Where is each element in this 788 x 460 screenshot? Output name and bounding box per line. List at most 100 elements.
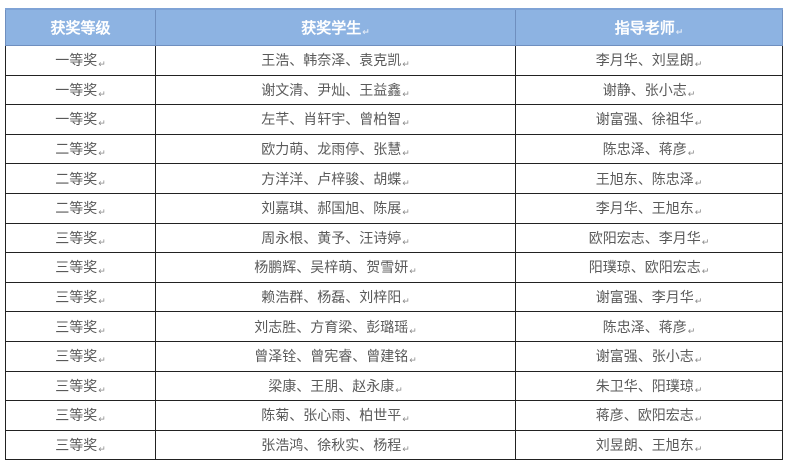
table-row: 二等奖↵ 方洋洋、卢梓骏、胡蝶↵ 王旭东、陈忠泽↵ bbox=[5, 163, 783, 194]
awards-table: 获奖等级 获奖学生↵ 指导老师↵ 一等奖↵ 王浩、韩奈泽、袁克凯↵ 李月华、刘昱朗↵… bbox=[5, 8, 783, 460]
cell-teachers: 李月华、王旭东↵ bbox=[515, 192, 783, 224]
return-mark-icon: ↵ bbox=[98, 178, 106, 189]
cell-teachers: 阳璞琼、欧阳宏志↵ bbox=[515, 252, 783, 283]
cell-text: 谢富强、李月华 bbox=[595, 290, 694, 307]
table-row: 三等奖↵ 曾泽铨、曾宪睿、曾建铭↵ 谢富强、张小志↵ bbox=[5, 340, 783, 372]
cell-students: 刘嘉琪、郝国旭、陈展↵ bbox=[155, 192, 516, 224]
cell-award-level: 三等奖↵ bbox=[5, 311, 156, 342]
cell-teachers: 王旭东、陈忠泽↵ bbox=[515, 163, 783, 194]
return-mark-icon: ↵ bbox=[98, 445, 106, 456]
cell-award-level: 三等奖↵ bbox=[5, 370, 156, 402]
return-mark-icon: ↵ bbox=[98, 237, 106, 248]
return-mark-icon: ↵ bbox=[98, 267, 106, 278]
return-mark-icon: ↵ bbox=[402, 149, 410, 160]
return-mark-icon: ↵ bbox=[701, 237, 710, 248]
return-mark-icon: ↵ bbox=[98, 208, 106, 219]
table-row: 二等奖↵ 欧力萌、龙雨停、张慧↵ 陈忠泽、蒋彦↵ bbox=[5, 133, 783, 165]
cell-text: 二等奖 bbox=[55, 142, 98, 159]
cell-text: 王浩、韩奈泽、袁克凯 bbox=[261, 53, 402, 70]
table-row: 一等奖↵ 谢文清、尹灿、王益鑫↵ 谢静、张小志↵ bbox=[5, 74, 783, 106]
return-mark-icon: ↵ bbox=[687, 89, 696, 100]
return-mark-icon: ↵ bbox=[98, 326, 106, 337]
cell-text: 曾泽铨、曾宪睿、曾建铭 bbox=[254, 349, 409, 366]
return-mark-icon: ↵ bbox=[98, 415, 106, 426]
cell-students: 方洋洋、卢梓骏、胡蝶↵ bbox=[155, 163, 516, 194]
cell-award-level: 三等奖↵ bbox=[5, 281, 156, 313]
cell-award-level: 一等奖↵ bbox=[5, 74, 156, 106]
cell-text: 杨鹏辉、吴梓萌、贺雪妍 bbox=[254, 260, 409, 277]
return-mark-icon: ↵ bbox=[98, 89, 106, 100]
cell-text: 欧力萌、龙雨停、张慧 bbox=[261, 142, 402, 159]
return-mark-icon: ↵ bbox=[402, 89, 410, 100]
return-mark-icon: ↵ bbox=[687, 149, 696, 160]
return-mark-icon: ↵ bbox=[402, 60, 410, 71]
header-award-level: 获奖等级 bbox=[5, 8, 156, 46]
return-mark-icon: ↵ bbox=[694, 445, 703, 456]
cell-teachers: 刘昱朗、王旭东↵ bbox=[515, 429, 783, 460]
cell-text: 谢富强、徐祖华 bbox=[595, 112, 694, 129]
cell-students: 张浩鸿、徐秋实、杨程↵ bbox=[155, 429, 516, 460]
cell-award-level: 三等奖↵ bbox=[5, 429, 156, 460]
cell-text: 方洋洋、卢梓骏、胡蝶 bbox=[261, 171, 402, 188]
cell-teachers: 谢静、张小志↵ bbox=[515, 74, 783, 106]
return-mark-icon: ↵ bbox=[98, 60, 106, 71]
return-mark-icon: ↵ bbox=[694, 415, 703, 426]
cell-award-level: 三等奖↵ bbox=[5, 252, 156, 283]
return-mark-icon: ↵ bbox=[687, 326, 696, 337]
return-mark-icon: ↵ bbox=[694, 178, 703, 189]
cell-text: 三等奖 bbox=[55, 438, 98, 455]
cell-award-level: 一等奖↵ bbox=[5, 45, 156, 76]
return-mark-icon: ↵ bbox=[402, 297, 410, 308]
cell-teachers: 陈忠泽、蒋彦↵ bbox=[515, 311, 783, 342]
cell-students: 曾泽铨、曾宪睿、曾建铭↵ bbox=[155, 340, 516, 372]
cell-text: 刘嘉琪、郝国旭、陈展 bbox=[261, 201, 402, 218]
table-row: 三等奖↵ 周永根、黄予、汪诗婷↵ 欧阳宏志、李月华↵ bbox=[5, 222, 783, 254]
return-mark-icon: ↵ bbox=[402, 119, 410, 130]
return-mark-icon: ↵ bbox=[402, 445, 410, 456]
return-mark-icon: ↵ bbox=[98, 385, 106, 396]
cell-teachers: 欧阳宏志、李月华↵ bbox=[515, 222, 783, 254]
cell-teachers: 蒋彦、欧阳宏志↵ bbox=[515, 400, 783, 431]
return-mark-icon: ↵ bbox=[409, 326, 417, 337]
cell-text: 一等奖 bbox=[55, 112, 98, 129]
cell-teachers: 谢富强、李月华↵ bbox=[515, 281, 783, 313]
cell-text: 蒋彦、欧阳宏志 bbox=[595, 408, 694, 425]
return-mark-icon: ↵ bbox=[409, 267, 417, 278]
cell-text: 陈忠泽、蒋彦 bbox=[602, 142, 687, 159]
cell-text: 三等奖 bbox=[55, 349, 98, 366]
cell-text: 左芊、肖轩宇、曾柏智 bbox=[261, 112, 402, 129]
return-mark-icon: ↵ bbox=[98, 119, 106, 130]
cell-text: 王旭东、陈忠泽 bbox=[595, 171, 694, 188]
cell-text: 谢文清、尹灿、王益鑫 bbox=[261, 82, 402, 99]
return-mark-icon: ↵ bbox=[694, 119, 703, 130]
cell-students: 周永根、黄予、汪诗婷↵ bbox=[155, 222, 516, 254]
header-row: 获奖等级 获奖学生↵ 指导老师↵ bbox=[5, 8, 783, 46]
table-row: 三等奖↵ 杨鹏辉、吴梓萌、贺雪妍↵ 阳璞琼、欧阳宏志↵ bbox=[5, 252, 783, 283]
cell-award-level: 二等奖↵ bbox=[5, 133, 156, 165]
return-mark-icon: ↵ bbox=[694, 208, 703, 219]
cell-text: 谢富强、张小志 bbox=[595, 349, 694, 366]
cell-text: 张浩鸿、徐秋实、杨程 bbox=[261, 438, 402, 455]
return-mark-icon: ↵ bbox=[98, 149, 106, 160]
cell-students: 梁康、王朋、赵永康↵ bbox=[155, 370, 516, 402]
cell-text: 李月华、刘昱朗 bbox=[595, 53, 694, 70]
cell-teachers: 谢富强、徐祖华↵ bbox=[515, 104, 783, 135]
cell-text: 阳璞琼、欧阳宏志 bbox=[588, 260, 701, 277]
cell-students: 谢文清、尹灿、王益鑫↵ bbox=[155, 74, 516, 106]
cell-text: 三等奖 bbox=[55, 260, 98, 277]
cell-teachers: 谢富强、张小志↵ bbox=[515, 340, 783, 372]
cell-students: 杨鹏辉、吴梓萌、贺雪妍↵ bbox=[155, 252, 516, 283]
cell-award-level: 三等奖↵ bbox=[5, 340, 156, 372]
return-mark-icon: ↵ bbox=[675, 28, 684, 38]
return-mark-icon: ↵ bbox=[402, 237, 410, 248]
cell-text: 一等奖 bbox=[55, 82, 98, 99]
cell-text: 李月华、王旭东 bbox=[595, 201, 694, 218]
header-students: 获奖学生↵ bbox=[155, 8, 516, 46]
return-mark-icon: ↵ bbox=[694, 385, 703, 396]
return-mark-icon: ↵ bbox=[402, 178, 410, 189]
cell-text: 一等奖 bbox=[55, 53, 98, 70]
return-mark-icon: ↵ bbox=[409, 356, 417, 367]
cell-students: 左芊、肖轩宇、曾柏智↵ bbox=[155, 104, 516, 135]
header-label: 指导老师 bbox=[614, 19, 675, 37]
return-mark-icon: ↵ bbox=[98, 297, 106, 308]
